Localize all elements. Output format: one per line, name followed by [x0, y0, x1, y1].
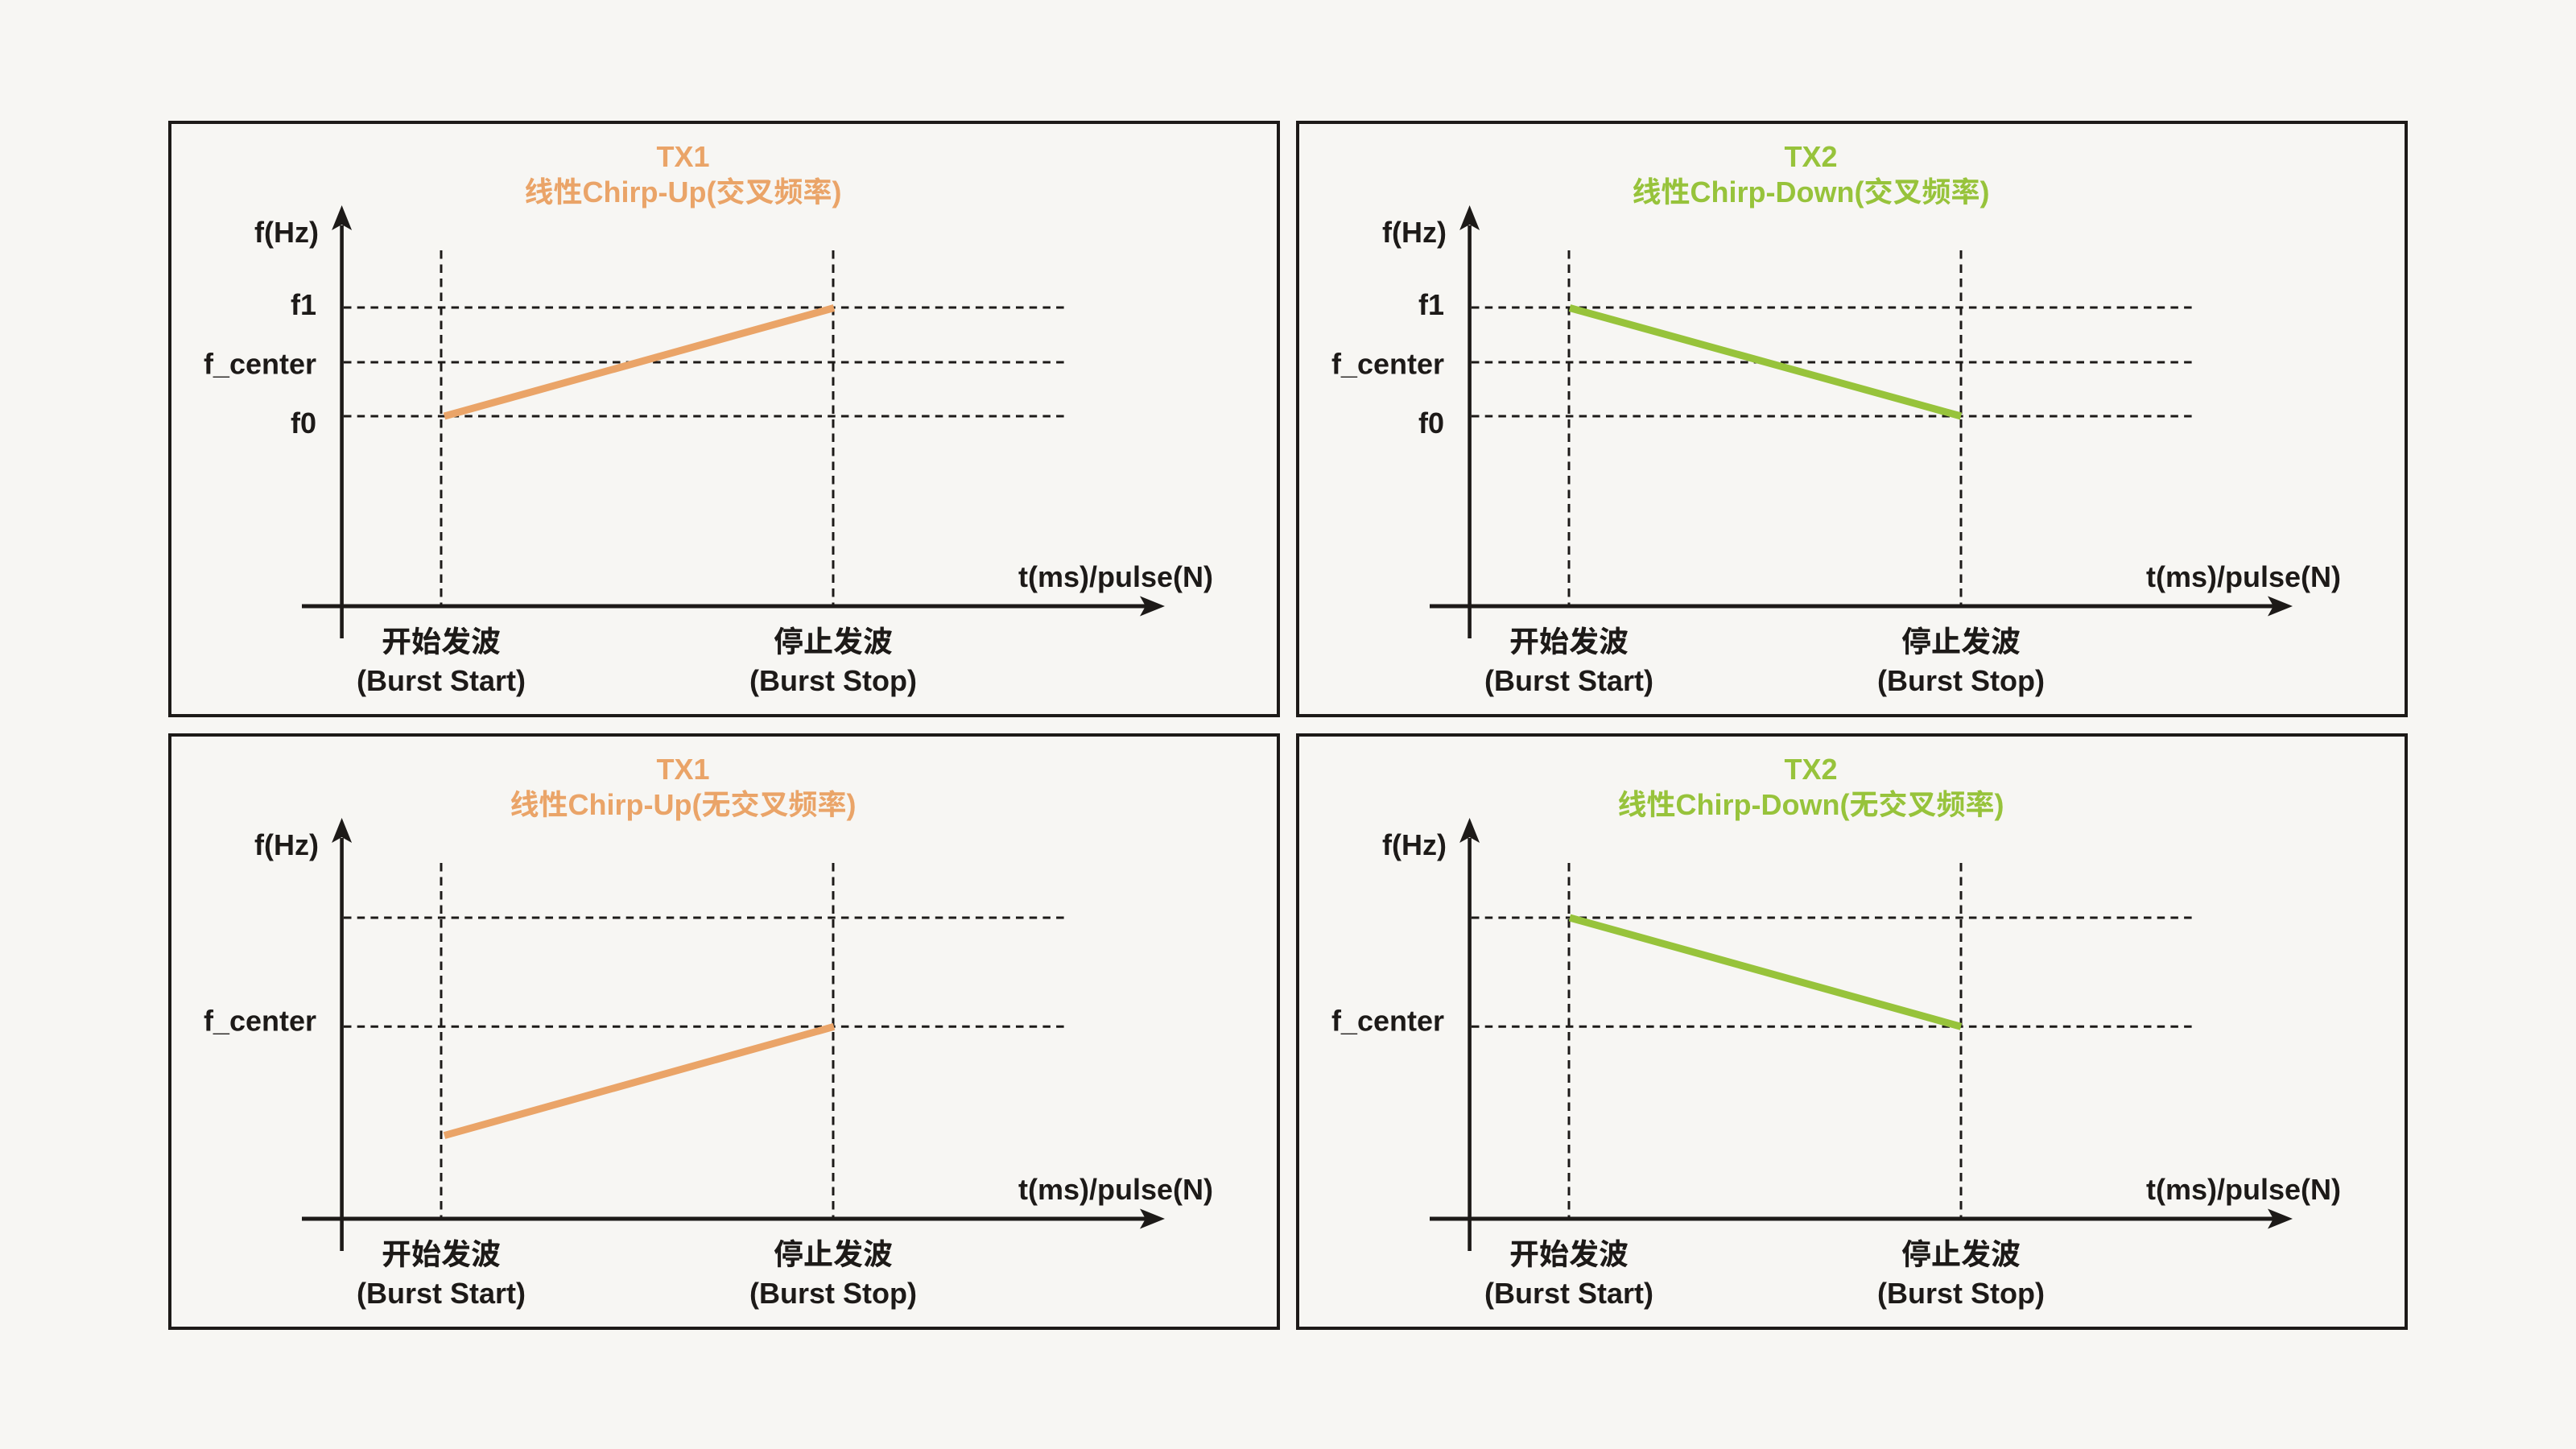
- svg-text:f1: f1: [1418, 288, 1444, 321]
- svg-text:(Burst Start): (Burst Start): [357, 1277, 526, 1310]
- svg-text:f_center: f_center: [1331, 348, 1444, 381]
- svg-text:(Burst Start): (Burst Start): [357, 664, 526, 697]
- svg-text:TX1: TX1: [656, 753, 709, 786]
- svg-text:Chirp-Up(: Chirp-Up(: [583, 175, 716, 208]
- svg-text:t(ms)/pulse(N): t(ms)/pulse(N): [1018, 560, 1213, 593]
- svg-text:f1: f1: [291, 288, 316, 321]
- svg-text:): ): [832, 175, 842, 208]
- svg-text:(Burst Start): (Burst Start): [1484, 664, 1653, 697]
- svg-text:f_center: f_center: [1331, 1005, 1444, 1038]
- svg-text:(Burst Stop): (Burst Stop): [749, 664, 917, 697]
- svg-text:(Burst Start): (Burst Start): [1484, 1277, 1653, 1310]
- svg-text:Chirp-Up(: Chirp-Up(: [568, 788, 702, 821]
- svg-text:): ): [1980, 175, 1990, 208]
- svg-text:f_center: f_center: [204, 1005, 316, 1038]
- svg-text:(Burst Stop): (Burst Stop): [749, 1277, 917, 1310]
- svg-text:TX2: TX2: [1784, 140, 1837, 173]
- svg-text:TX1: TX1: [656, 140, 709, 173]
- svg-text:(Burst Stop): (Burst Stop): [1877, 1277, 2045, 1310]
- svg-text:): ): [847, 788, 857, 821]
- svg-text:f(Hz): f(Hz): [1382, 828, 1447, 861]
- svg-text:Chirp-Down(: Chirp-Down(: [1676, 788, 1850, 821]
- svg-text:f(Hz): f(Hz): [1382, 216, 1447, 249]
- svg-text:(Burst Stop): (Burst Stop): [1877, 664, 2045, 697]
- svg-text:f(Hz): f(Hz): [254, 828, 319, 861]
- svg-text:t(ms)/pulse(N): t(ms)/pulse(N): [2146, 560, 2341, 593]
- svg-text:f0: f0: [1418, 407, 1444, 440]
- svg-text:): ): [1995, 788, 2004, 821]
- svg-text:f(Hz): f(Hz): [254, 216, 319, 249]
- svg-text:TX2: TX2: [1784, 753, 1837, 786]
- svg-text:t(ms)/pulse(N): t(ms)/pulse(N): [2146, 1173, 2341, 1206]
- svg-text:f_center: f_center: [204, 348, 316, 381]
- svg-text:t(ms)/pulse(N): t(ms)/pulse(N): [1018, 1173, 1213, 1206]
- svg-text:f0: f0: [291, 407, 316, 440]
- svg-text:Chirp-Down(: Chirp-Down(: [1690, 175, 1864, 208]
